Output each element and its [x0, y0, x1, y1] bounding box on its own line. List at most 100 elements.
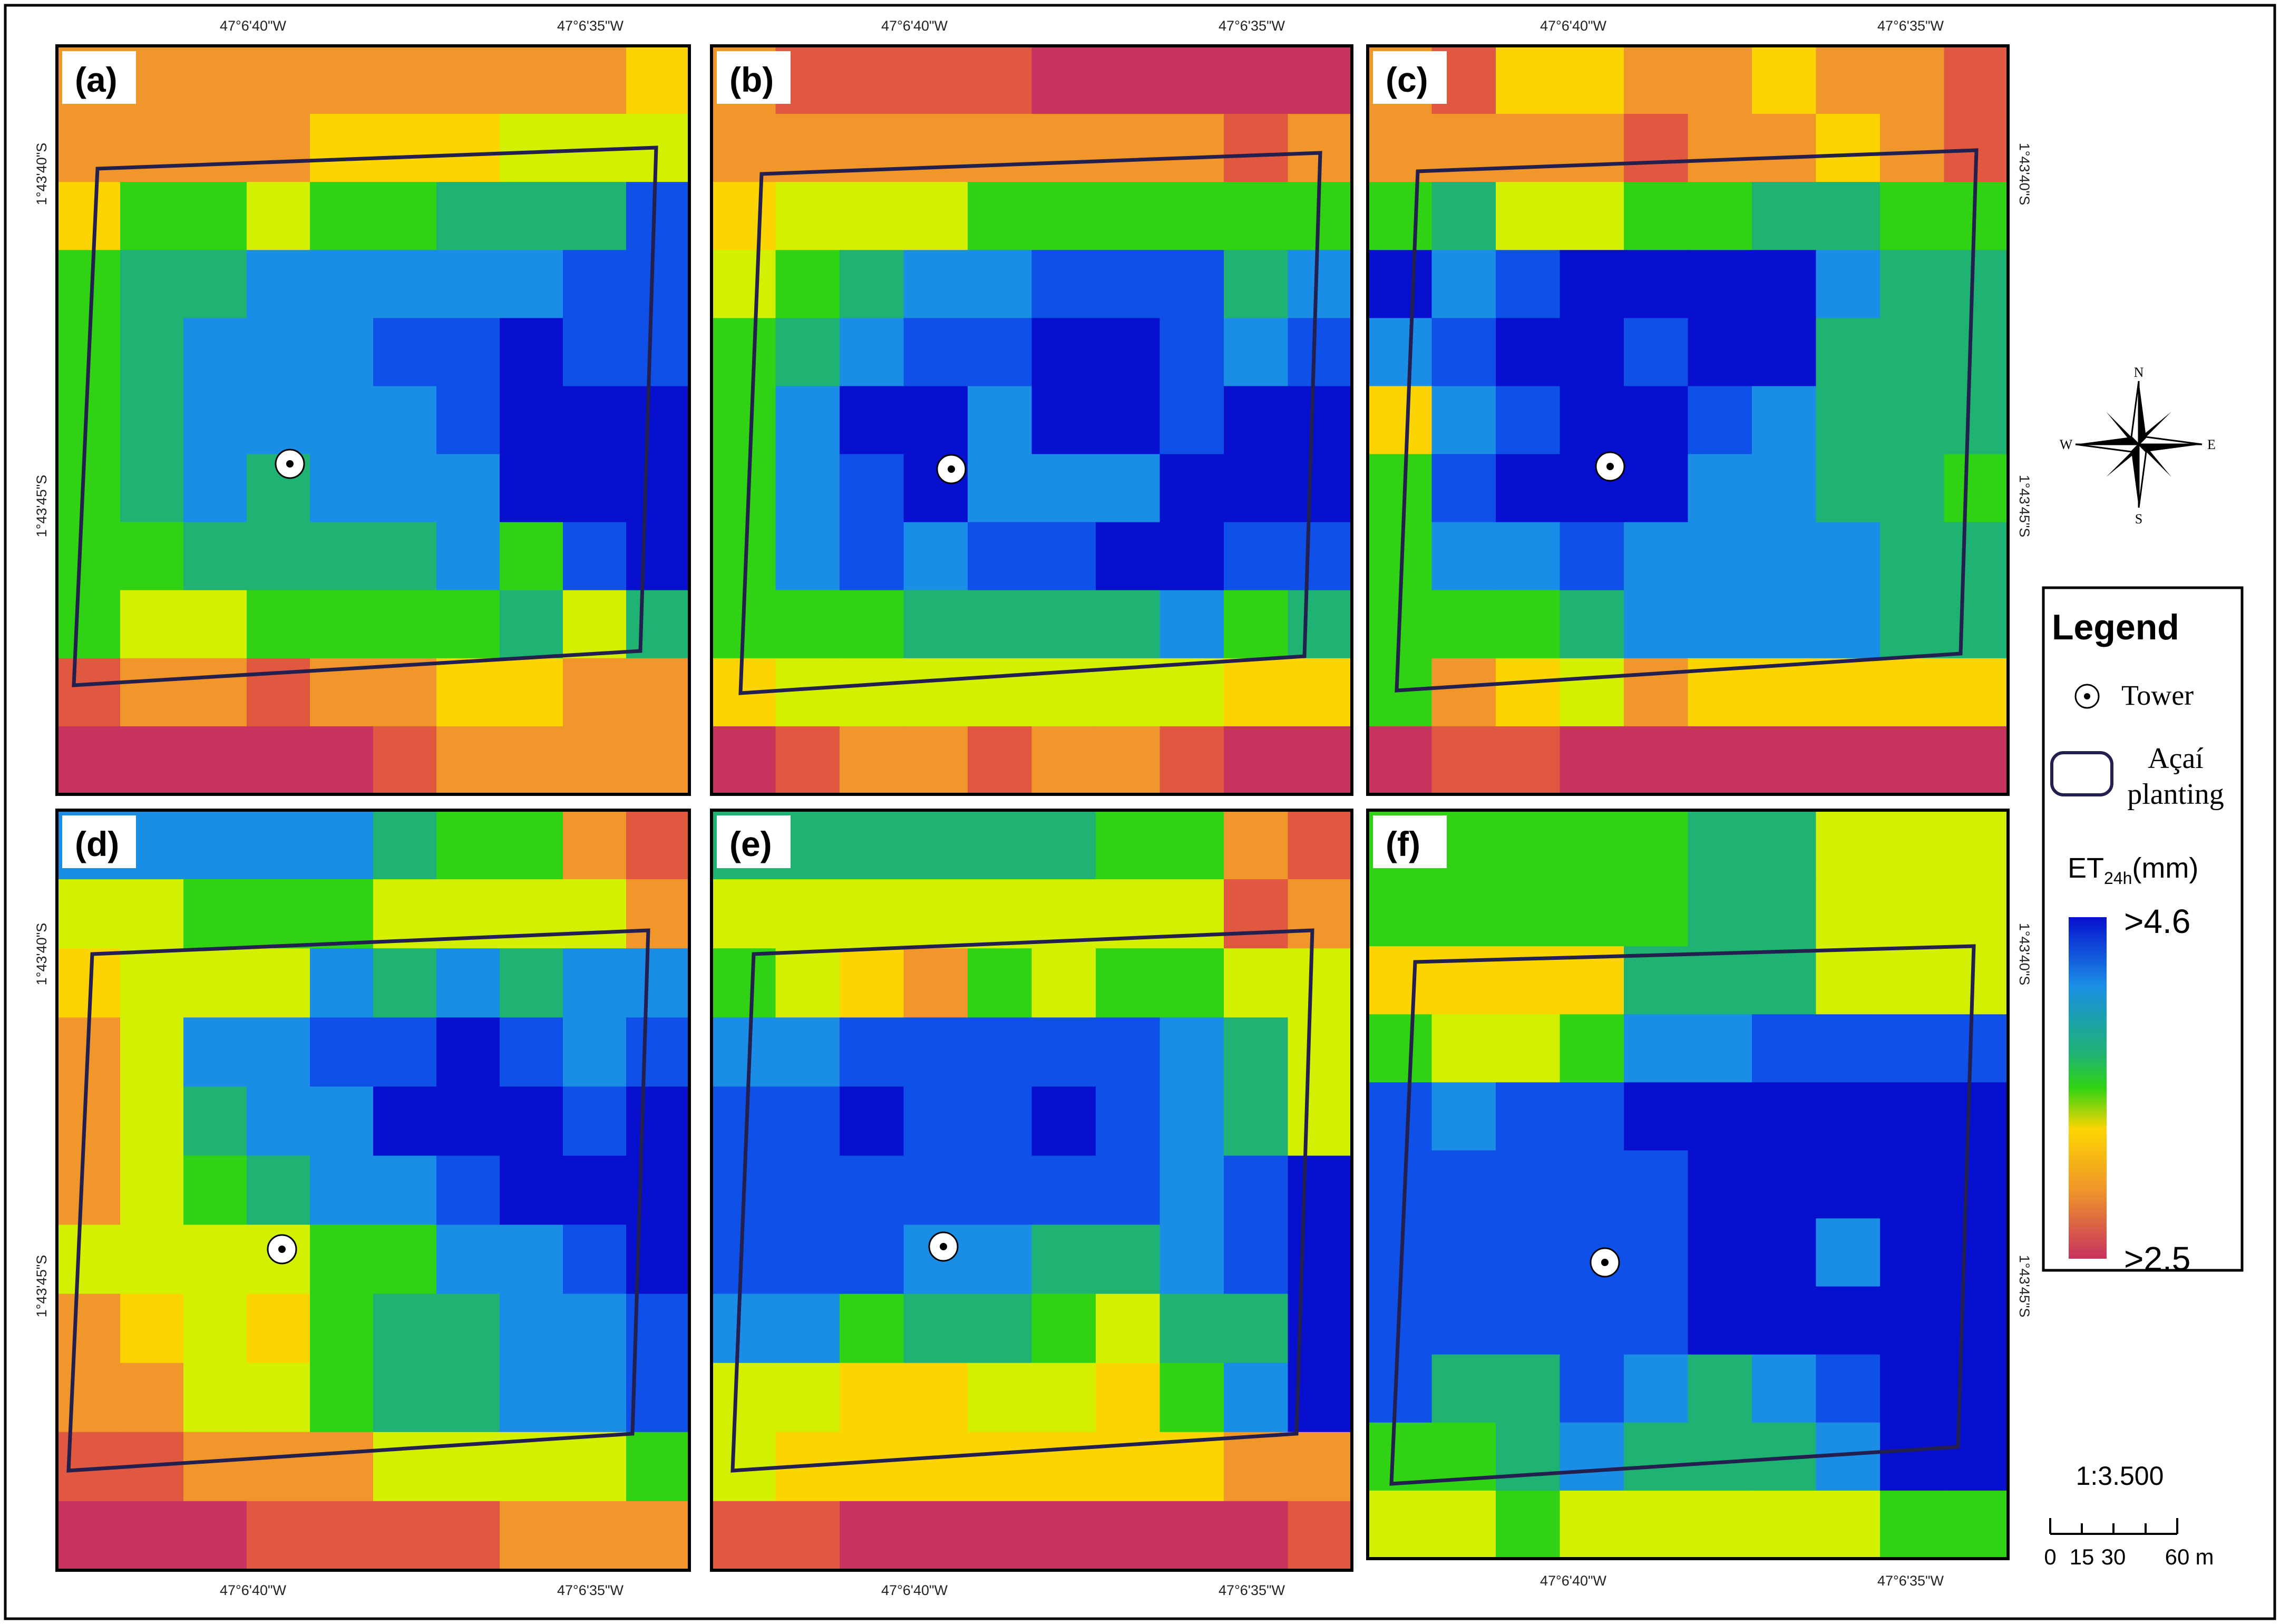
et-cell	[1431, 946, 1496, 1015]
et-cell	[120, 1017, 184, 1087]
et-cell	[1368, 726, 1433, 795]
et-cell	[436, 1017, 500, 1087]
et-cell	[563, 590, 627, 659]
et-cell	[1880, 1286, 1945, 1355]
et-cell	[500, 114, 563, 182]
et-cell	[1160, 522, 1224, 591]
compass-sw	[2106, 444, 2139, 477]
et-cell	[775, 658, 840, 727]
et-cell	[373, 114, 437, 182]
et-cell	[563, 46, 627, 114]
et-cell	[436, 250, 500, 319]
scale-bar: 1:3.500 0 15 30 60 m	[2044, 1461, 2214, 1569]
et-cell	[1288, 318, 1352, 387]
colorbar-min-label: >2.5	[2124, 1240, 2190, 1278]
et-cell	[1031, 386, 1096, 455]
legend-tower-label: Tower	[2121, 679, 2194, 711]
et-cell	[1288, 1432, 1352, 1502]
et-cell	[247, 590, 310, 659]
et-cell	[183, 948, 247, 1018]
et-cell	[247, 1501, 310, 1571]
et-cell	[120, 658, 184, 727]
et-cell	[247, 1017, 310, 1087]
et-cell	[120, 250, 184, 319]
acai-planting-outline	[730, 928, 1314, 1473]
et-cell	[1431, 658, 1496, 727]
et-cell	[1288, 1155, 1352, 1226]
et-cell	[1496, 1490, 1561, 1559]
et-cell	[1880, 1082, 1945, 1151]
et-cell	[1096, 522, 1161, 591]
et-cell	[563, 386, 627, 455]
et-cell	[436, 1501, 500, 1571]
tower-marker-dot	[1601, 1259, 1609, 1266]
et-cell	[310, 46, 374, 114]
et-cell	[373, 1501, 437, 1571]
et-cell	[1496, 878, 1561, 947]
scale-ratio: 1:3.500	[2076, 1461, 2164, 1491]
et-cell	[1752, 454, 1817, 523]
et-cell	[310, 250, 374, 319]
lon-label-top-c-left: 47°6'40"W	[1540, 18, 1607, 34]
colorbar	[2069, 917, 2107, 1259]
et-cell	[500, 658, 563, 727]
et-cell	[563, 879, 627, 949]
et-cell	[1624, 726, 1689, 795]
et-cell	[1288, 250, 1352, 319]
et-cell	[903, 386, 968, 455]
et-cell	[775, 1017, 840, 1087]
et-cell	[840, 879, 904, 949]
et-cell	[1624, 46, 1689, 114]
et-cell	[1096, 318, 1161, 387]
et-cell	[1224, 1086, 1289, 1156]
et-cell	[1880, 590, 1945, 659]
et-cell	[1560, 1286, 1624, 1355]
panel-label-box	[62, 51, 136, 104]
et-cell	[563, 1294, 627, 1364]
et-cell	[1224, 1224, 1289, 1295]
et-cell	[626, 454, 690, 523]
tower-icon-dot	[2084, 693, 2090, 699]
et-cell	[436, 386, 500, 455]
et-cell	[1368, 1422, 1433, 1491]
et-cell	[1031, 1363, 1096, 1433]
et-cell	[1224, 1432, 1289, 1502]
et-cell	[310, 810, 374, 880]
et-cell	[183, 810, 247, 880]
et-cell	[968, 182, 1032, 251]
et-cell	[310, 879, 374, 949]
et-cell	[1624, 318, 1689, 387]
et-cell	[1496, 386, 1561, 455]
et-cell	[1816, 318, 1880, 387]
et-cell	[436, 1086, 500, 1156]
et-cell	[1224, 726, 1289, 795]
lon-label-top-b-right: 47°6'35"W	[1219, 18, 1285, 34]
et-cell	[1624, 386, 1689, 455]
panel-label: (d)	[75, 824, 119, 863]
et-cell	[247, 1432, 310, 1502]
et-cell	[1880, 250, 1945, 319]
et-cell	[1816, 1082, 1880, 1151]
panel-label-box	[1373, 51, 1447, 104]
et-cell	[1560, 590, 1624, 659]
et-cell	[373, 182, 437, 251]
et-cell	[1431, 1014, 1496, 1083]
et-cell	[1096, 1294, 1161, 1364]
et-cell	[626, 1155, 690, 1226]
et-cell	[1880, 1354, 1945, 1423]
et-cell	[500, 1017, 563, 1087]
et-cell	[775, 879, 840, 949]
et-cell	[57, 590, 121, 659]
et-cell	[1431, 590, 1496, 659]
et-cell	[500, 1432, 563, 1502]
et-cell	[1368, 1354, 1433, 1423]
et-cell	[247, 386, 310, 455]
et-cell	[1944, 386, 2009, 455]
et-cell	[1031, 1501, 1096, 1571]
et-cell	[1160, 1224, 1224, 1295]
et-cell	[1031, 1155, 1096, 1226]
et-cell	[1752, 1082, 1817, 1151]
et-cell	[563, 1363, 627, 1433]
et-cell	[436, 318, 500, 387]
et-cell	[310, 1501, 374, 1571]
